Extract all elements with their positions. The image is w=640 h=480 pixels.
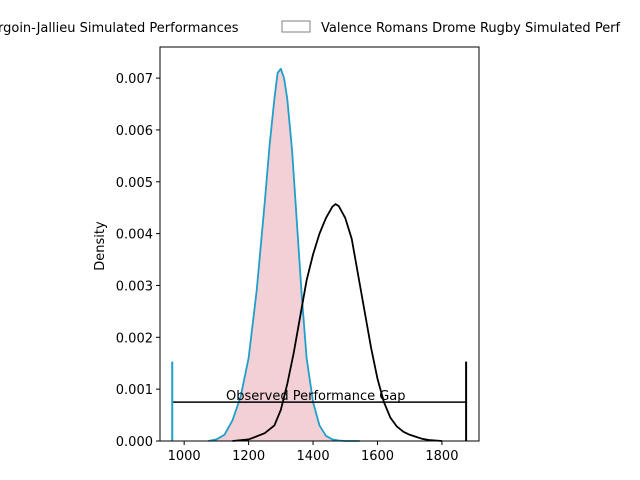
y-tick-label-1: 0.001 — [116, 383, 153, 398]
legend-swatch-valence — [281, 20, 311, 33]
y-axis-label: Density — [93, 221, 108, 271]
density-line-1 — [232, 203, 443, 442]
gap-label: Observed Performance Gap — [226, 389, 405, 404]
y-tick-label-5: 0.005 — [116, 176, 153, 191]
y-tick-label-2: 0.002 — [116, 331, 153, 346]
axes-frame — [159, 46, 480, 442]
x-tick-label-2: 1400 — [297, 449, 330, 464]
legend-label-valence: Valence Romans Drome Rugby Simulated Per… — [321, 21, 621, 36]
x-tick-label-1: 1200 — [232, 449, 265, 464]
y-tick-label-0: 0.000 — [116, 435, 153, 450]
y-tick-label-4: 0.004 — [116, 228, 153, 243]
y-tick-label-3: 0.003 — [116, 279, 153, 294]
y-tick-label-6: 0.006 — [116, 124, 153, 139]
plot-area: Observed Performance Gap 1000 1200 1400 1600… — [116, 46, 480, 464]
density-line-0 — [208, 67, 360, 442]
legend-label-bourgoin: rgoin-Jallieu Simulated Performances — [0, 21, 239, 36]
density-fill-0 — [208, 68, 360, 442]
x-tick-label-0: 1000 — [168, 449, 201, 464]
legend: rgoin-Jallieu Simulated Performances Val… — [0, 20, 621, 36]
y-tick-label-7: 0.007 — [116, 72, 153, 87]
x-tick-label-4: 1800 — [425, 449, 458, 464]
x-tick-label-3: 1600 — [361, 449, 394, 464]
